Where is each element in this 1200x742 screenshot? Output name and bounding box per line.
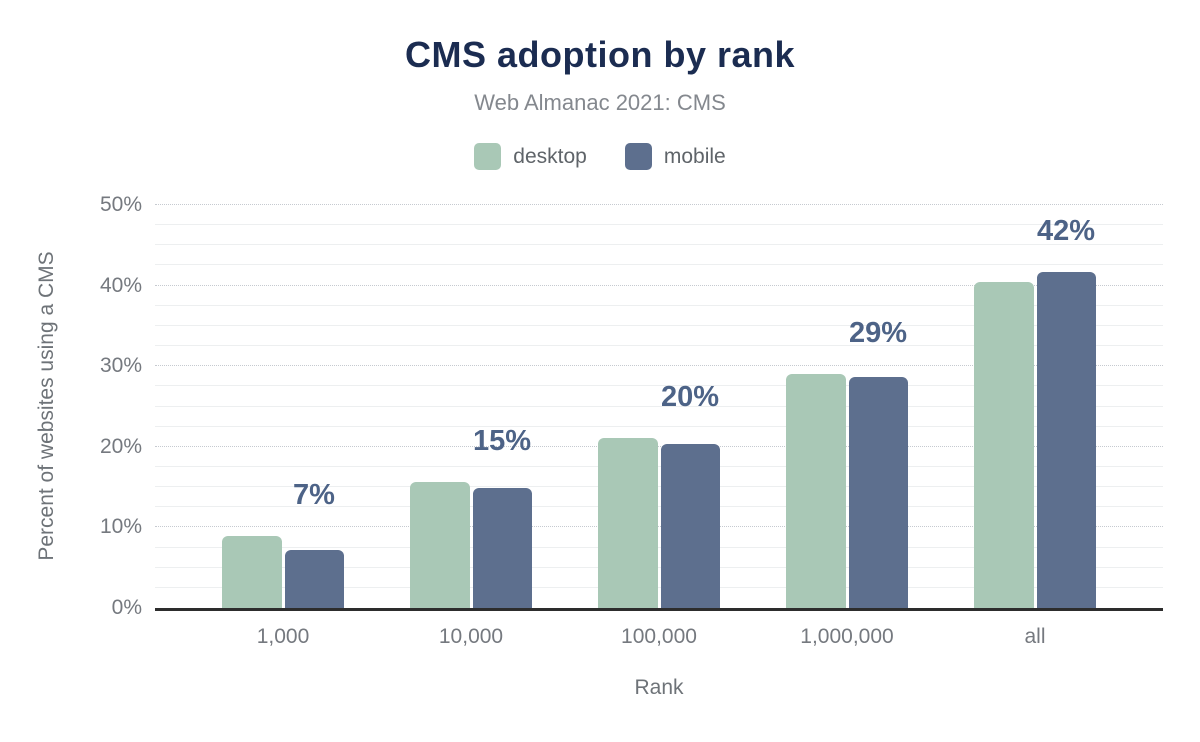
y-tick-label: 40% — [99, 273, 142, 297]
y-tick-label: 20% — [99, 434, 142, 458]
y-tick-label: 10% — [99, 515, 142, 539]
legend-swatch-desktop — [474, 143, 502, 170]
x-tick-label: all — [1024, 625, 1046, 648]
y-tick-label: 0% — [111, 596, 142, 619]
bar-desktop-1000[interactable] — [222, 536, 282, 608]
x-tick-label: 10,000 — [438, 625, 504, 648]
major-gridline — [155, 526, 1163, 528]
chart-title: CMS adoption by rank — [404, 34, 796, 75]
legend-swatch-mobile — [624, 143, 652, 170]
bar-group-10000: 15% 10,000 — [410, 205, 532, 648]
minor-gridline — [155, 425, 1163, 427]
bar-group-1000000: 29% 1,000,000 — [786, 205, 908, 648]
major-gridline — [155, 365, 1163, 367]
bar-desktop-all[interactable] — [974, 282, 1034, 608]
bar-desktop-100000[interactable] — [598, 437, 658, 608]
bar-mobile-10000[interactable] — [472, 487, 532, 608]
bar-value-label: 15% — [472, 425, 532, 458]
x-axis-title: Rank — [634, 676, 684, 699]
bar-group-1000: 7% 1,000 — [222, 205, 344, 648]
legend: desktop mobile — [0, 143, 1200, 170]
minor-gridline — [155, 385, 1163, 387]
legend-item-mobile[interactable]: mobile — [624, 143, 726, 170]
y-tick-label: 30% — [99, 354, 142, 378]
minor-gridline — [155, 324, 1163, 326]
bar-value-label: 7% — [293, 479, 335, 512]
bar-group-all: 42% all — [974, 205, 1096, 648]
minor-gridline — [155, 304, 1163, 306]
x-tick-label: 100,000 — [621, 625, 697, 648]
legend-item-desktop[interactable]: desktop — [474, 143, 587, 170]
bar-desktop-1000000[interactable] — [786, 374, 846, 608]
chart-subtitle: Web Almanac 2021: CMS — [474, 90, 726, 115]
y-axis-title: Percent of websites using a CMS — [35, 251, 58, 561]
minor-gridline — [155, 546, 1163, 548]
bar-value-label: 29% — [848, 317, 908, 350]
bar-mobile-1000[interactable] — [284, 549, 344, 608]
minor-gridline — [155, 224, 1163, 226]
bar-mobile-100000[interactable] — [660, 444, 720, 608]
bar-groups: 7% 1,000 15% 10,000 20% 100,000 29% 1,000,000 42… — [155, 205, 1163, 648]
x-tick-label: 1,000 — [256, 625, 310, 648]
bar-value-label: 42% — [1036, 214, 1096, 247]
bar-value-label: 20% — [660, 380, 720, 413]
plot-area: 0% 10% 20% 30% 40% 50% 7% 1,000 15% 10,000 20% 100… — [100, 193, 1163, 648]
bar-group-100000: 20% 100,000 — [598, 205, 720, 648]
minor-gridline — [155, 486, 1163, 488]
minor-gridline — [155, 264, 1163, 266]
y-tick-label: 50% — [99, 193, 142, 216]
bar-desktop-10000[interactable] — [410, 482, 470, 608]
major-gridline — [155, 284, 1163, 286]
bar-mobile-all[interactable] — [1036, 271, 1096, 608]
minor-gridline — [155, 244, 1163, 246]
minor-gridline — [155, 566, 1163, 568]
minor-gridline — [155, 345, 1163, 347]
minor-gridline — [155, 506, 1163, 508]
minor-gridline — [155, 465, 1163, 467]
bar-mobile-1000000[interactable] — [848, 377, 908, 608]
x-tick-label: 1,000,000 — [800, 625, 894, 648]
legend-label-mobile: mobile — [663, 144, 726, 168]
legend-label-desktop: desktop — [513, 144, 587, 168]
major-gridline — [155, 204, 1163, 205]
minor-gridline — [155, 586, 1163, 588]
minor-gridline — [155, 405, 1163, 407]
major-gridline — [155, 445, 1163, 447]
